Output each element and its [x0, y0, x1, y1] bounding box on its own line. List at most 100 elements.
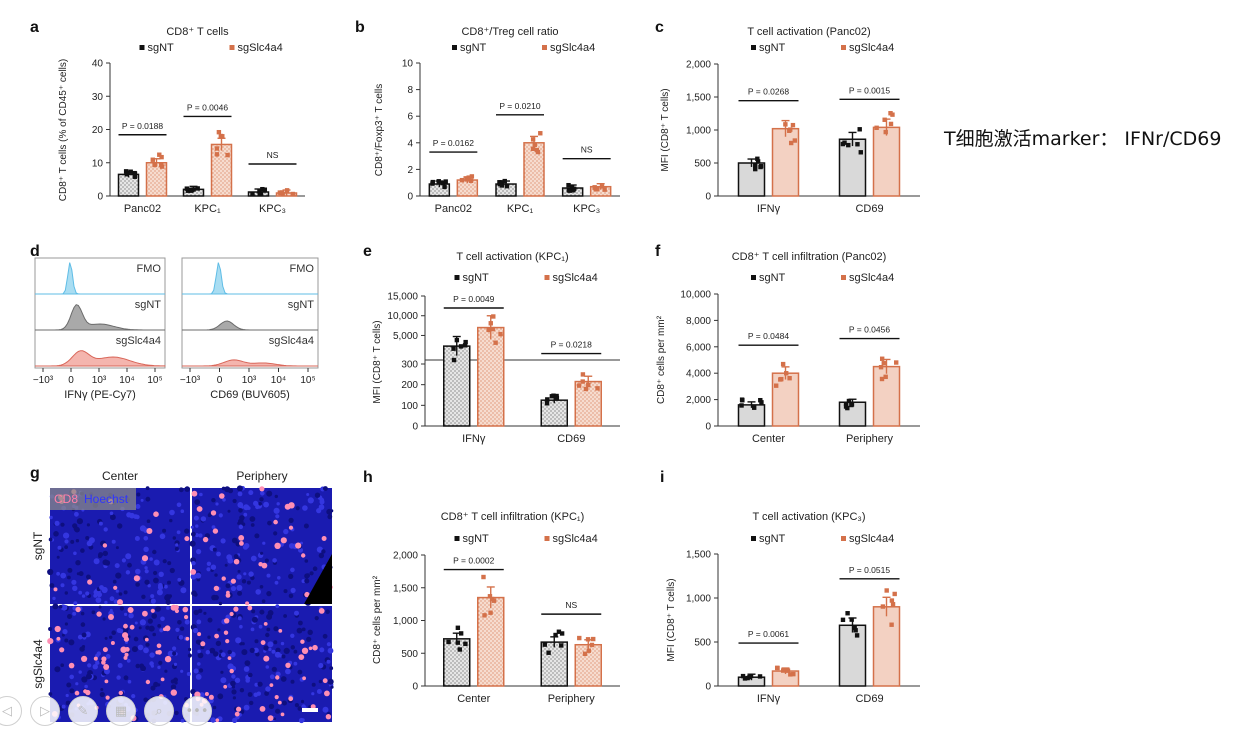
- cd8-cell: [214, 586, 219, 591]
- data-point: [258, 192, 262, 196]
- nucleus: [47, 569, 53, 575]
- nucleus: [97, 592, 102, 597]
- nucleus: [198, 653, 204, 659]
- nucleus: [196, 674, 202, 680]
- forward-icon[interactable]: ▷: [30, 696, 60, 726]
- nucleus: [319, 553, 324, 558]
- data-point: [546, 651, 550, 655]
- data-point: [879, 365, 883, 369]
- nucleus: [146, 486, 150, 490]
- cd8-cell: [81, 656, 87, 662]
- x-tick-label: Panc02: [124, 203, 161, 215]
- nucleus: [158, 661, 162, 665]
- nucleus: [274, 508, 280, 514]
- cd8-cell: [146, 680, 150, 684]
- cd8-cell: [274, 543, 280, 549]
- nucleus: [310, 571, 314, 575]
- y-tick-label: 500: [401, 649, 418, 660]
- nucleus: [304, 579, 309, 584]
- nucleus: [52, 603, 58, 609]
- cd8-cell: [69, 663, 75, 669]
- nucleus: [164, 585, 168, 589]
- nucleus: [266, 614, 272, 620]
- data-point: [185, 186, 189, 190]
- panel-letter-h: h: [363, 469, 373, 486]
- x-tick-label: Center: [457, 693, 490, 705]
- nucleus: [228, 650, 232, 654]
- nucleus: [125, 553, 131, 559]
- nucleus: [239, 625, 243, 629]
- nucleus: [64, 639, 68, 643]
- nucleus: [135, 569, 141, 575]
- x-tick-label: Panc02: [435, 203, 472, 215]
- data-point: [442, 185, 446, 189]
- nucleus: [238, 519, 244, 525]
- histogram-label: sgSlc4a4: [269, 335, 314, 347]
- nucleus: [265, 559, 269, 563]
- nucleus: [267, 521, 272, 526]
- nucleus: [266, 665, 270, 669]
- pen-icon[interactable]: ✎: [68, 696, 98, 726]
- nucleus: [157, 624, 161, 628]
- nucleus: [190, 541, 196, 547]
- nucleus: [239, 525, 243, 529]
- data-point: [586, 637, 590, 641]
- nucleus: [175, 628, 179, 632]
- legend-swatch-sgNT: [455, 536, 460, 541]
- data-point: [842, 140, 846, 144]
- cd8-cell: [103, 647, 108, 652]
- nucleus: [221, 652, 226, 657]
- nucleus: [138, 645, 144, 651]
- nucleus: [315, 493, 320, 498]
- data-point: [789, 141, 793, 145]
- data-point: [125, 172, 129, 176]
- back-icon[interactable]: ◁: [0, 696, 22, 726]
- nucleus: [124, 613, 127, 616]
- nucleus: [319, 680, 323, 684]
- data-point: [758, 674, 762, 678]
- nucleus: [116, 590, 119, 593]
- cd8-cell: [192, 491, 198, 497]
- nucleus: [126, 570, 130, 574]
- data-point: [566, 183, 570, 187]
- cd8-cell: [224, 618, 229, 623]
- legend-swatch-sgSlc4a4: [841, 275, 846, 280]
- data-point: [739, 403, 743, 407]
- y-tick-label: 8,000: [686, 316, 711, 327]
- nucleus: [135, 582, 140, 587]
- data-point: [849, 403, 853, 407]
- grid-icon[interactable]: ▦: [106, 696, 136, 726]
- flow-histograms: FMOsgNTsgSlc4a4−10³ 0 10³ 10⁴ 10⁵IFNγ (PE-Cy…: [33, 258, 318, 401]
- y-axis-label: MFI (CD8⁺ T cells): [372, 320, 383, 403]
- nucleus: [215, 502, 218, 505]
- nucleus: [254, 533, 259, 538]
- cd8-cell: [75, 607, 80, 612]
- nucleus: [128, 613, 133, 618]
- zoom-icon[interactable]: ⌕: [144, 696, 174, 726]
- nucleus: [194, 610, 199, 615]
- nucleus: [305, 559, 309, 563]
- nucleus: [291, 680, 295, 684]
- data-point: [463, 642, 467, 646]
- panel-letter-e: e: [363, 243, 372, 260]
- nucleus: [249, 701, 253, 705]
- nucleus: [199, 668, 203, 672]
- more-icon[interactable]: •••: [182, 696, 212, 726]
- nucleus: [207, 636, 210, 639]
- data-point: [129, 170, 133, 174]
- data-point: [791, 123, 795, 127]
- data-point: [446, 640, 450, 644]
- y-tick-label: 10,000: [387, 311, 418, 322]
- chart-c: T cell activation (Panc02)sgNT sgSlc4a405…: [660, 26, 920, 215]
- nucleus: [86, 575, 91, 580]
- stain-label-hoechst: Hoechst: [84, 492, 129, 506]
- nucleus: [211, 498, 215, 502]
- nucleus: [61, 583, 65, 587]
- nucleus: [68, 639, 74, 645]
- p-value-label: NS: [565, 600, 577, 610]
- data-point: [451, 346, 455, 350]
- nucleus: [235, 678, 240, 683]
- nucleus: [290, 634, 294, 638]
- nucleus: [175, 547, 179, 551]
- cd8-cell: [171, 605, 177, 611]
